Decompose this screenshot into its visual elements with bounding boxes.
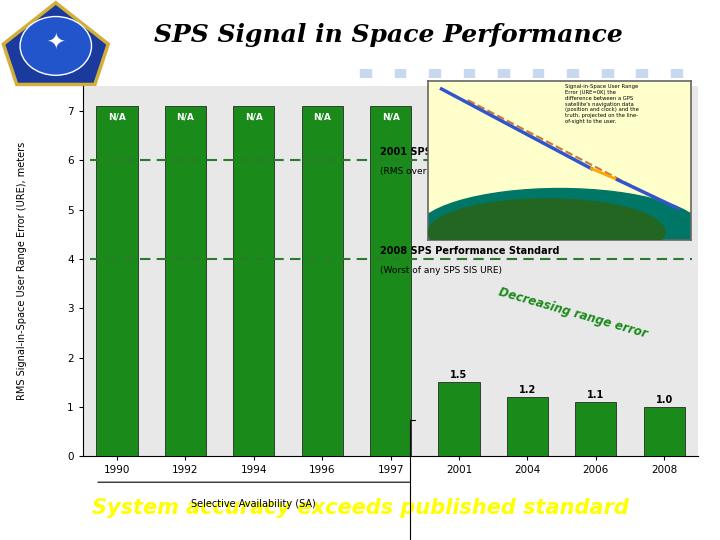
Bar [533, 69, 544, 78]
Bar [602, 69, 613, 78]
Bar [165, 106, 206, 456]
Text: Selective Availability (SA): Selective Availability (SA) [192, 499, 316, 509]
Text: (Worst of any SPS SIS URE): (Worst of any SPS SIS URE) [380, 266, 503, 275]
Ellipse shape [415, 188, 704, 276]
Bar [429, 69, 440, 78]
Bar [636, 69, 647, 78]
Text: 2008 SPS Performance Standard: 2008 SPS Performance Standard [380, 246, 560, 256]
Text: Decreasing range error: Decreasing range error [497, 286, 648, 341]
Text: N/A: N/A [313, 112, 331, 121]
Text: 1.2: 1.2 [519, 384, 536, 395]
Bar [395, 69, 405, 78]
Text: 1.5: 1.5 [451, 370, 467, 380]
Text: 1.0: 1.0 [656, 395, 672, 404]
Text: System accuracy exceeds published standard: System accuracy exceeds published standa… [91, 497, 629, 518]
Text: (RMS over all SPS SIS URE): (RMS over all SPS SIS URE) [380, 167, 502, 176]
Bar [302, 106, 343, 456]
Bar [498, 69, 509, 78]
Y-axis label: RMS Signal-in-Space User Range Error (URE), meters: RMS Signal-in-Space User Range Error (UR… [17, 142, 27, 401]
Bar [370, 106, 411, 456]
Text: N/A: N/A [108, 112, 126, 121]
Polygon shape [4, 3, 108, 84]
Text: N/A: N/A [176, 112, 194, 121]
Text: 2001 SPS Performance Standard: 2001 SPS Performance Standard [380, 147, 559, 158]
Bar [671, 69, 682, 78]
Text: Signal-in-Space User Range
Error (URE=0K) the
difference between a GPS
satellite: Signal-in-Space User Range Error (URE=0K… [565, 84, 639, 124]
Text: 1.1: 1.1 [588, 389, 604, 400]
Bar [233, 106, 274, 456]
Ellipse shape [428, 199, 665, 266]
Text: ✦: ✦ [47, 34, 65, 54]
Bar [567, 69, 578, 78]
Bar [96, 106, 138, 456]
Bar [644, 407, 685, 456]
Bar [464, 69, 474, 78]
Bar [507, 397, 548, 456]
Text: N/A: N/A [245, 112, 263, 121]
Text: SPS Signal in Space Performance: SPS Signal in Space Performance [154, 23, 624, 47]
Bar [438, 382, 480, 456]
Bar [575, 402, 616, 456]
Bar [360, 69, 371, 78]
Text: N/A: N/A [382, 112, 400, 121]
Circle shape [20, 17, 91, 75]
